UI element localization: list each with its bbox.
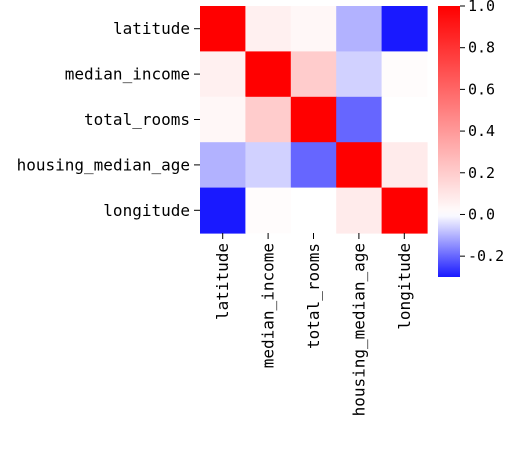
y-tick-label-latitude: latitude	[113, 19, 190, 38]
heatmap-cell-latitude-total_rooms	[290, 6, 337, 52]
heatmap-cell-longitude-longitude	[381, 187, 428, 234]
heatmap-cell-latitude-housing_median_age	[336, 6, 383, 52]
x-tick-label-longitude: longitude	[395, 243, 414, 330]
heatmap-cell-longitude-housing_median_age	[336, 187, 383, 234]
heatmap-cell-total_rooms-longitude	[381, 96, 428, 143]
y-tick-label-longitude: longitude	[103, 201, 190, 220]
colorbar-gradient	[438, 6, 460, 277]
colorbar-tick-label-0.6: 0.6	[468, 80, 495, 98]
colorbar-ticks: -0.2 0.0 0.2 0.4 0.6 0.8 1.0	[460, 0, 504, 265]
colorbar-tick-label-0.0: 0.0	[468, 205, 495, 223]
colorbar-tick-label-0.8: 0.8	[468, 39, 495, 57]
y-tick-label-median_income: median_income	[65, 65, 190, 84]
x-tick-label-total_rooms: total_rooms	[304, 243, 323, 349]
colorbar-tick-label-1.0: 1.0	[468, 0, 495, 15]
heatmap-cell-median_income-latitude	[200, 51, 246, 98]
heatmap-cell-housing_median_age-housing_median_age	[336, 142, 383, 189]
x-tick-label-housing_median_age: housing_median_age	[349, 243, 368, 416]
heatmap-cell-housing_median_age-median_income	[245, 142, 292, 189]
heatmap-cell-median_income-total_rooms	[290, 51, 337, 98]
colorbar-tick-label-0.4: 0.4	[468, 122, 495, 140]
x-axis-tick-labels: latitude median_income total_rooms housing_…	[213, 243, 414, 416]
heatmap-cell-housing_median_age-total_rooms	[290, 142, 337, 189]
heatmap-cell-median_income-median_income	[245, 51, 292, 98]
heatmap-cell-latitude-latitude	[200, 6, 246, 52]
heatmap-cell-longitude-latitude	[200, 187, 246, 234]
colorbar: -0.2 0.0 0.2 0.4 0.6 0.8 1.0	[438, 0, 504, 277]
x-tick-label-latitude: latitude	[213, 243, 232, 320]
heatmap-cells	[200, 6, 428, 234]
y-axis-ticks	[194, 28, 200, 211]
heatmap-cell-longitude-total_rooms	[290, 187, 337, 234]
heatmap-cell-housing_median_age-latitude	[200, 142, 246, 189]
y-tick-label-total_rooms: total_rooms	[84, 110, 190, 129]
x-axis-ticks	[222, 233, 405, 239]
colorbar-tick-label--0.2: -0.2	[468, 247, 504, 265]
heatmap-cell-median_income-longitude	[381, 51, 428, 98]
heatmap-cell-total_rooms-median_income	[245, 96, 292, 143]
heatmap-cell-total_rooms-latitude	[200, 96, 246, 143]
heatmap-cell-latitude-median_income	[245, 6, 292, 52]
heatmap-cell-latitude-longitude	[381, 6, 428, 52]
heatmap-cell-housing_median_age-longitude	[381, 142, 428, 189]
heatmap-cell-total_rooms-total_rooms	[290, 96, 337, 143]
y-axis-tick-labels: latitude median_income total_rooms housing_…	[17, 19, 190, 220]
heatmap-cell-median_income-housing_median_age	[336, 51, 383, 98]
x-tick-label-median_income: median_income	[259, 243, 278, 368]
heatmap-cell-longitude-median_income	[245, 187, 292, 234]
y-tick-label-housing_median_age: housing_median_age	[17, 155, 190, 174]
heatmap-cell-total_rooms-housing_median_age	[336, 96, 383, 143]
colorbar-tick-label-0.2: 0.2	[468, 164, 495, 182]
